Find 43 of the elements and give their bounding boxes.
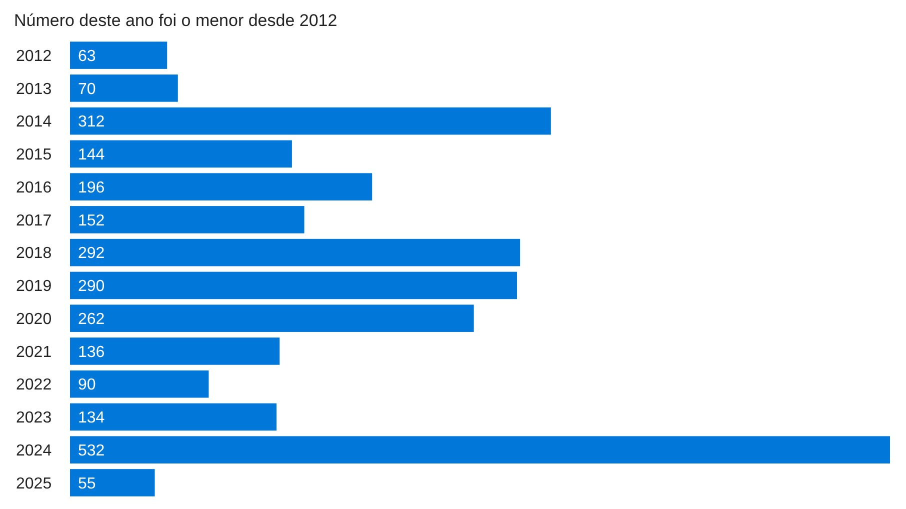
- bar: [70, 74, 178, 102]
- data-label: 196: [78, 179, 105, 196]
- bar: [70, 238, 520, 266]
- data-label: 144: [78, 146, 105, 164]
- bar: [70, 370, 209, 398]
- y-tick-label: 2023: [16, 410, 52, 427]
- y-tick-label: 2020: [16, 310, 52, 328]
- bar: [70, 140, 292, 168]
- y-tick-label: 2014: [16, 114, 52, 131]
- bar: [70, 272, 517, 300]
- y-tick-label: 2012: [16, 48, 52, 65]
- y-tick-label: 2013: [16, 80, 52, 98]
- bar: [70, 173, 372, 200]
- bar: [70, 469, 155, 496]
- data-label: 312: [78, 114, 105, 131]
- data-label: 290: [78, 278, 105, 296]
- data-label: 90: [78, 376, 96, 394]
- data-label: 136: [78, 344, 105, 361]
- data-label: 63: [78, 48, 96, 65]
- y-tick-label: 2016: [16, 179, 52, 196]
- data-label: 292: [78, 245, 105, 262]
- y-tick-label: 2018: [16, 245, 52, 262]
- y-tick-label: 2015: [16, 146, 52, 164]
- bar: [70, 338, 280, 365]
- y-tick-label: 2021: [16, 344, 52, 361]
- y-tick-label: 2022: [16, 376, 52, 394]
- data-label: 152: [78, 212, 105, 230]
- data-label: 262: [78, 310, 105, 328]
- y-tick-label: 2019: [16, 278, 52, 296]
- data-label: 134: [78, 410, 105, 427]
- data-label: 70: [78, 80, 96, 98]
- data-label: 532: [78, 442, 105, 460]
- data-label: 55: [78, 475, 96, 492]
- y-tick-label: 2017: [16, 212, 52, 230]
- bar: [70, 304, 474, 332]
- y-tick-label: 2025: [16, 475, 52, 492]
- chart-subtitle: Número deste ano foi o menor desde 2012: [14, 11, 338, 30]
- bar: [70, 42, 168, 69]
- bar: [70, 206, 304, 234]
- bar: [70, 436, 890, 464]
- bar: [70, 403, 277, 431]
- bar: [70, 107, 551, 135]
- y-tick-label: 2024: [16, 442, 52, 460]
